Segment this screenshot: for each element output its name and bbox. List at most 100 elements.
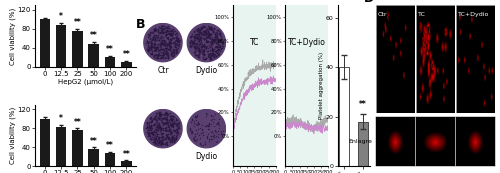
Point xyxy=(163,44,171,46)
Text: TC+Dydio: TC+Dydio xyxy=(288,38,326,47)
Point xyxy=(158,52,166,55)
Point xyxy=(214,44,222,47)
Point xyxy=(195,51,203,53)
Point xyxy=(146,134,154,137)
Point xyxy=(152,135,160,137)
Point xyxy=(167,125,175,128)
Point xyxy=(212,49,220,52)
Point xyxy=(202,45,209,47)
Point xyxy=(152,49,160,52)
Point xyxy=(168,141,176,144)
Point xyxy=(156,51,164,53)
Point xyxy=(154,34,162,37)
Point xyxy=(210,48,218,51)
Bar xyxy=(105,153,116,166)
Point xyxy=(160,42,168,44)
Point xyxy=(197,30,205,33)
Point xyxy=(194,37,202,40)
Point xyxy=(194,36,202,39)
Point xyxy=(163,118,171,121)
Point xyxy=(206,119,214,121)
Point xyxy=(160,43,168,45)
Point xyxy=(168,123,175,126)
Point xyxy=(147,117,155,120)
Point xyxy=(166,121,174,124)
Point xyxy=(145,121,153,124)
Point xyxy=(154,133,162,136)
Point xyxy=(200,37,208,40)
Point xyxy=(206,33,214,36)
Point xyxy=(191,45,199,48)
Point xyxy=(176,38,184,41)
Point xyxy=(172,125,180,127)
Point xyxy=(207,114,215,117)
Point xyxy=(158,136,166,139)
Point xyxy=(174,42,182,44)
Point xyxy=(214,38,222,41)
Point xyxy=(194,37,202,39)
Point xyxy=(173,123,181,125)
Point xyxy=(166,45,174,48)
Point xyxy=(168,41,175,44)
Point xyxy=(174,131,182,134)
Point xyxy=(172,42,180,45)
Point xyxy=(151,49,159,52)
Point xyxy=(206,27,214,29)
Point xyxy=(144,47,152,49)
Point xyxy=(151,50,159,53)
Point xyxy=(191,47,199,50)
Text: C: C xyxy=(217,0,226,2)
Point xyxy=(148,136,156,138)
Point xyxy=(172,132,180,134)
Point xyxy=(169,48,177,50)
Point xyxy=(172,39,180,42)
Point xyxy=(164,54,172,57)
Point xyxy=(193,30,201,32)
Point xyxy=(218,47,226,50)
Point xyxy=(144,50,152,53)
Point xyxy=(146,136,154,139)
Point xyxy=(152,139,160,142)
Point xyxy=(197,36,205,38)
Point xyxy=(172,136,180,139)
Point xyxy=(198,48,206,51)
Point xyxy=(160,25,168,28)
Point xyxy=(157,133,165,135)
Point xyxy=(206,27,214,30)
Point xyxy=(193,46,201,48)
Point xyxy=(151,49,159,52)
Point xyxy=(212,32,220,35)
Point xyxy=(213,33,221,36)
Point xyxy=(196,47,203,50)
Point xyxy=(168,137,176,140)
Point xyxy=(161,129,169,131)
Point xyxy=(173,44,181,46)
Point xyxy=(166,114,174,117)
Point xyxy=(218,46,226,49)
Point xyxy=(166,41,173,43)
Point xyxy=(214,121,222,124)
Point xyxy=(144,48,152,50)
Bar xyxy=(88,149,99,166)
Point xyxy=(200,53,207,56)
Point xyxy=(193,46,201,49)
Point xyxy=(214,136,222,139)
Point xyxy=(154,141,162,144)
Point xyxy=(198,124,206,126)
Point xyxy=(216,44,224,47)
Point xyxy=(212,123,220,126)
Point xyxy=(190,116,198,118)
Point xyxy=(174,39,182,42)
Point xyxy=(212,55,220,58)
Point xyxy=(171,139,179,142)
Point xyxy=(150,55,158,58)
Point xyxy=(208,52,216,55)
Point xyxy=(147,121,155,124)
Point xyxy=(192,33,200,36)
Point xyxy=(214,32,222,35)
Point xyxy=(162,52,170,54)
Point xyxy=(214,42,222,45)
Point xyxy=(206,27,214,30)
Point xyxy=(173,129,181,132)
Point xyxy=(160,121,168,124)
